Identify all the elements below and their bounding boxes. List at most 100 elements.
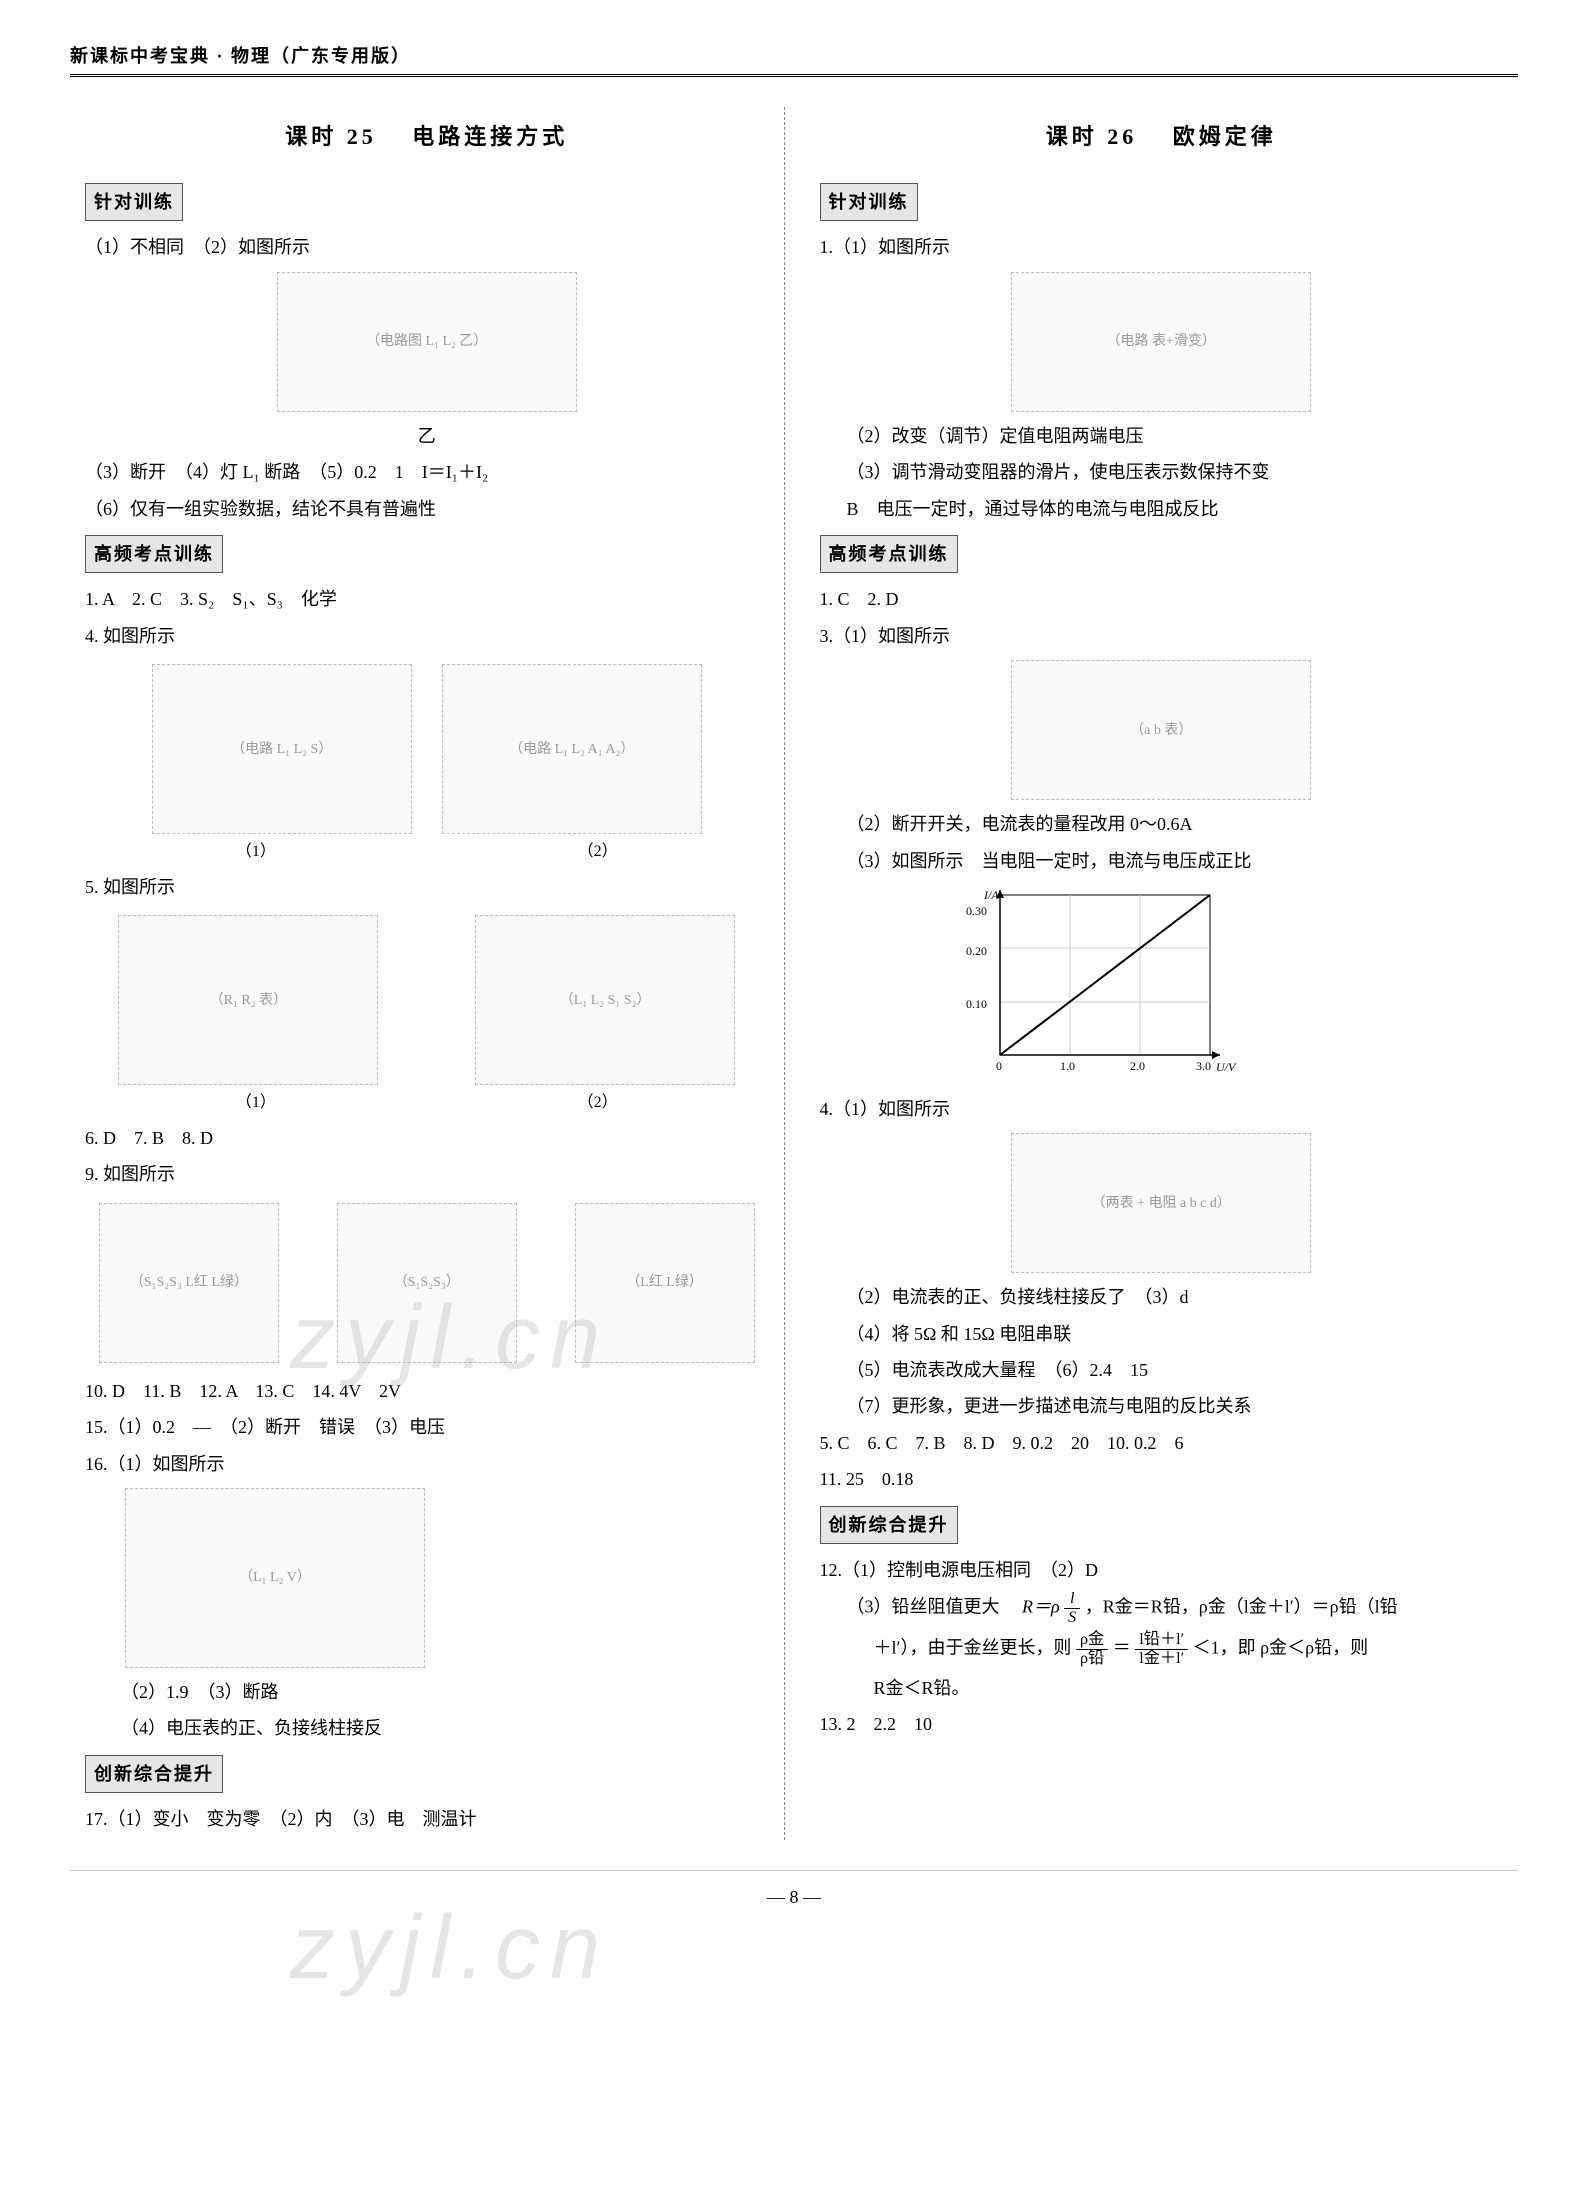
r-i13: 13. 2 2.2 10 xyxy=(820,1708,1504,1740)
r-i12-1: 12.（1）控制电源电压相同 （2）D xyxy=(820,1554,1504,1586)
frac-lS: l S xyxy=(1064,1590,1080,1627)
hf-5: 5. 如图所示 xyxy=(85,871,769,903)
answer-3-5: （3）断开 （4）灯 L₁ 断路 （5）0.2 1 I＝I₁＋I₂ xyxy=(85,456,769,488)
cap-1b: （1） xyxy=(236,1089,276,1118)
svg-text:0.10: 0.10 xyxy=(966,997,987,1011)
lesson-name: 电路连接方式 xyxy=(412,124,568,149)
lesson-26-title: 课时 26 欧姆定律 xyxy=(820,117,1504,157)
circuit-16: （L₁ L₂ V） xyxy=(125,1488,425,1668)
hf-16-4: （4）电压表的正、负接线柱接反 xyxy=(121,1712,769,1744)
iv-graph: I/A 0.30 0.20 0.10 0 1.0 2.0 3.0 U/V xyxy=(960,885,1240,1085)
frac-l: l铅＋l′ l金＋l′ xyxy=(1135,1631,1188,1668)
r-tB: B 电压一定时，通过导体的电流与电阻成反比 xyxy=(847,493,1504,525)
in-17: 17.（1）变小 变为零 （2）内 （3）电 测温计 xyxy=(85,1803,769,1835)
hf-16-2: （2）1.9 （3）断路 xyxy=(121,1676,769,1708)
answer-1-2: （1）不相同 （2）如图所示 xyxy=(85,231,769,263)
svg-text:0.20: 0.20 xyxy=(966,944,987,958)
circuit-diagram-4-1: （电路 L₁ L₂ S） xyxy=(152,664,412,834)
right-column: 课时 26 欧姆定律 针对训练 1.（1）如图所示 （电路 表+滑变） （2）改… xyxy=(805,107,1519,1839)
book-header: 新课标中考宝典 · 物理（广东专用版） xyxy=(70,40,1518,77)
answer-6: （6）仅有一组实验数据，结论不具有普遍性 xyxy=(85,493,769,525)
r-h4-7: （7）更形象，更进一步描述电流与电阻的反比关系 xyxy=(847,1390,1504,1422)
frac-lS-den: S xyxy=(1064,1609,1080,1627)
formula-R: R＝ρ xyxy=(1022,1597,1060,1617)
hf-9: 9. 如图所示 xyxy=(85,1158,769,1190)
svg-text:1.0: 1.0 xyxy=(1060,1059,1075,1073)
page-number: — 8 — xyxy=(70,1870,1518,1913)
r-h3-2: （2）断开开关，电流表的量程改用 0～0.6A xyxy=(847,808,1504,840)
r-i12-3: （3）铅丝阻值更大 R＝ρ l S ，R金＝R铅，ρ金（l金＋l′）＝ρ铅（l铅 xyxy=(847,1590,1504,1627)
cap-2b: （2） xyxy=(578,1089,618,1118)
lesson-number-r: 26 xyxy=(1107,124,1137,149)
cap-2: （2） xyxy=(578,838,618,867)
frac-l-den: l金＋l′ xyxy=(1135,1650,1188,1668)
section-highfreq-r: 高频考点训练 xyxy=(820,535,958,573)
r-h4: 4.（1）如图所示 xyxy=(820,1093,1504,1125)
r-h4-4: （4）将 5Ω 和 15Ω 电阻串联 xyxy=(847,1318,1504,1350)
svg-text:0.30: 0.30 xyxy=(966,904,987,918)
i12-3d: ＜1，即 ρ金＜ρ铅，则 xyxy=(1193,1637,1368,1657)
hf-4: 4. 如图所示 xyxy=(85,620,769,652)
lesson-number: 25 xyxy=(347,124,377,149)
hf-15: 15.（1）0.2 — （2）断开 错误 （3）电压 xyxy=(85,1411,769,1443)
circuit-pair-1: （电路 L₁ L₂ S） （电路 L₁ L₂ A₁ A₂） xyxy=(85,656,769,842)
section-innovate-r: 创新综合提升 xyxy=(820,1506,958,1544)
svg-text:0: 0 xyxy=(996,1059,1002,1073)
frac-l-num: l铅＋l′ xyxy=(1135,1631,1188,1650)
cap-1: （1） xyxy=(236,838,276,867)
iv-graph-svg: I/A 0.30 0.20 0.10 0 1.0 2.0 3.0 U/V xyxy=(960,885,1240,1085)
lesson-prefix: 课时 xyxy=(285,124,337,149)
hf-16-1: 16.（1）如图所示 xyxy=(85,1448,769,1480)
circuit-diagram-1: （电路图 L₁ L₂ 乙） xyxy=(277,272,577,412)
r-h1: 1. C 2. D xyxy=(820,583,1504,615)
svg-text:U/V: U/V xyxy=(1216,1060,1237,1074)
svg-text:2.0: 2.0 xyxy=(1130,1059,1145,1073)
r-i12-3e: R金＜R铅。 xyxy=(874,1672,1504,1704)
circuit-9-b: （S₁S₂S₃） xyxy=(337,1203,517,1363)
hf-1-3: 1. A 2. C 3. S₂ S₁、S₃ 化学 xyxy=(85,583,769,615)
section-targeted-r: 针对训练 xyxy=(820,183,918,221)
circuit-pair-2: （R₁ R₂ 表） （L₁ L₂ S₁ S₂） xyxy=(85,907,769,1093)
frac-lS-num: l xyxy=(1064,1590,1080,1609)
eq: ＝ xyxy=(1113,1637,1131,1657)
frac-rho-num: ρ金 xyxy=(1076,1631,1108,1650)
r-h3: 3.（1）如图所示 xyxy=(820,620,1504,652)
left-column: 课时 25 电路连接方式 针对训练 （1）不相同 （2）如图所示 （电路图 L₁… xyxy=(70,107,785,1839)
pair1-captions: （1） （2） xyxy=(85,838,769,867)
circuit-9-c: （L红 L绿） xyxy=(575,1203,755,1363)
section-targeted: 针对训练 xyxy=(85,183,183,221)
pair2-captions: （1） （2） xyxy=(85,1089,769,1118)
r-t3: （3）调节滑动变阻器的滑片，使电压表示数保持不变 xyxy=(847,456,1504,488)
circuit-diagram-4-2: （电路 L₁ L₂ A₁ A₂） xyxy=(442,664,702,834)
circuit-diagram-5-2: （L₁ L₂ S₁ S₂） xyxy=(475,915,735,1085)
r-h4-5: （5）电流表改成大量程 （6）2.4 15 xyxy=(847,1354,1504,1386)
r-h4-2: （2）电流表的正、负接线柱接反了 （3）d xyxy=(847,1281,1504,1313)
diagram-caption-yi: 乙 xyxy=(85,420,769,452)
section-highfreq: 高频考点训练 xyxy=(85,535,223,573)
i12-3c: ＋l′），由于金丝更长，则 xyxy=(874,1637,1072,1657)
circuit-triple-9: （S₁S₂S₃ L红 L绿） （S₁S₂S₃） （L红 L绿） xyxy=(85,1195,769,1371)
svg-text:I/A: I/A xyxy=(983,888,999,902)
frac-rho: ρ金 ρ铅 xyxy=(1076,1631,1108,1668)
i12-3a: （3）铅丝阻值更大 xyxy=(847,1597,1018,1617)
circuit-9-a: （S₁S₂S₃ L红 L绿） xyxy=(99,1203,279,1363)
r-h5-10: 5. C 6. C 7. B 8. D 9. 0.2 20 10. 0.2 6 xyxy=(820,1427,1504,1459)
r-t1: 1.（1）如图所示 xyxy=(820,231,1504,263)
lesson-prefix-r: 课时 xyxy=(1046,124,1098,149)
r-t2: （2）改变（调节）定值电阻两端电压 xyxy=(847,420,1504,452)
lesson-name-r: 欧姆定律 xyxy=(1173,124,1277,149)
r-h3-3: （3）如图所示 当电阻一定时，电流与电压成正比 xyxy=(847,845,1504,877)
r-i12-3c: ＋l′），由于金丝更长，则 ρ金 ρ铅 ＝ l铅＋l′ l金＋l′ ＜1，即 ρ… xyxy=(874,1631,1504,1668)
svg-text:3.0: 3.0 xyxy=(1196,1059,1211,1073)
lesson-25-title: 课时 25 电路连接方式 xyxy=(85,117,769,157)
hf-6-8: 6. D 7. B 8. D xyxy=(85,1122,769,1154)
hf-10-14: 10. D 11. B 12. A 13. C 14. 4V 2V xyxy=(85,1375,769,1407)
circuit-r3: （a b 表） xyxy=(1011,660,1311,800)
i12-3b: ，R金＝R铅，ρ金（l金＋l′）＝ρ铅（l铅 xyxy=(1085,1597,1398,1617)
r-h11: 11. 25 0.18 xyxy=(820,1463,1504,1495)
circuit-r4: （两表 + 电阻 a b c d） xyxy=(1011,1133,1311,1273)
circuit-diagram-5-1: （R₁ R₂ 表） xyxy=(118,915,378,1085)
section-innovate-left: 创新综合提升 xyxy=(85,1755,223,1793)
page-columns: zyjl.cn zyjl.cn 课时 25 电路连接方式 针对训练 （1）不相同… xyxy=(70,107,1518,1839)
circuit-r1: （电路 表+滑变） xyxy=(1011,272,1311,412)
